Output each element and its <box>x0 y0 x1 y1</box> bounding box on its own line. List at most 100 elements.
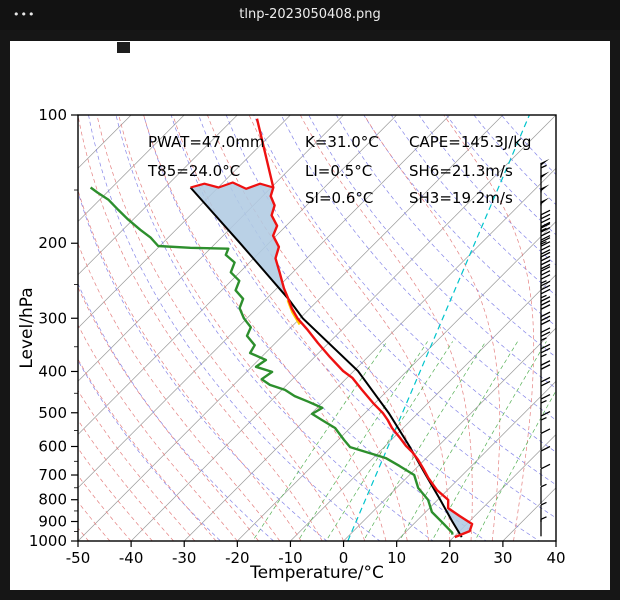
barb-full <box>540 221 551 228</box>
dry-adiabat-line <box>253 115 556 453</box>
moist-adiabat-line <box>78 389 196 541</box>
y-axis-title: Level/hPa <box>17 287 37 368</box>
isotherm-line <box>78 115 238 276</box>
wind-barb <box>540 327 551 350</box>
barb-full <box>540 347 551 354</box>
moist-adiabat-line <box>78 242 281 541</box>
dry-adiabat-line <box>78 282 275 541</box>
barb-pennant <box>541 197 550 205</box>
barb-full <box>540 266 551 272</box>
barb-full <box>540 284 551 291</box>
barb-pennant <box>541 184 550 192</box>
wind-barb <box>540 343 551 366</box>
menu-dots-icon[interactable]: ••• <box>13 8 36 21</box>
dry-adiabat-line <box>78 359 222 541</box>
moist-adiabat-line <box>78 419 174 541</box>
k-index-value: K=31.0°C <box>305 133 379 151</box>
barb-full <box>540 319 551 326</box>
dry-adiabat-line <box>198 115 556 519</box>
special-cyan-line <box>347 115 530 541</box>
chart-labels: PWAT=47.0mm T85=24.0°C K=31.0°C LI=0.5°C… <box>17 133 531 583</box>
barb-full <box>540 428 551 435</box>
isotherm-line <box>555 540 556 541</box>
isotherm-line <box>78 115 185 222</box>
barb-half <box>540 227 547 232</box>
wind-barb <box>540 393 551 417</box>
dry-adiabat-line <box>88 115 381 541</box>
wind-barb <box>540 311 551 334</box>
isotherm-line <box>343 327 556 541</box>
wind-barb <box>540 428 551 451</box>
wind-barb <box>540 360 551 383</box>
wind-barb <box>540 266 551 289</box>
moist-adiabat-line <box>118 115 366 541</box>
generated-chart-layer: -50 -40 -30 -20 -10 0 10 20 30 40 100 200 300 400 500 6… <box>29 106 566 567</box>
image-panel: -50 -40 -30 -20 -10 0 10 20 30 40 100 200 300 400 500 6… <box>10 41 610 590</box>
dry-adiabat-line <box>170 115 540 541</box>
y-tick-label: 100 <box>38 106 67 124</box>
barb-half <box>540 483 547 488</box>
barb-half <box>540 280 547 284</box>
x-tick-label: 40 <box>546 549 565 567</box>
temperature-curve <box>255 118 474 539</box>
wind-barb <box>540 296 551 319</box>
barb-full <box>540 263 551 270</box>
barb-full <box>540 304 551 310</box>
barb-full <box>540 463 551 470</box>
barb-full <box>540 296 551 302</box>
barb-half <box>540 164 547 169</box>
y-tick-label: 400 <box>38 362 67 380</box>
y-tick-label: 800 <box>38 491 67 509</box>
wind-barb <box>540 376 551 399</box>
plot-border <box>77 114 557 542</box>
mixing-ratio-line <box>474 390 556 541</box>
barb-full <box>540 300 551 306</box>
moist-adiabat-line <box>78 324 238 541</box>
y-tick-label: 900 <box>38 513 67 531</box>
barb-full <box>540 288 551 295</box>
x-tick-label: -10 <box>278 549 303 567</box>
dry-adiabat-line <box>391 115 556 296</box>
mixing-ratio-line <box>325 341 453 541</box>
moist-adiabat-line <box>363 115 501 541</box>
isotherm-line <box>290 274 556 541</box>
barb-half <box>540 516 547 520</box>
isotherm-line <box>449 434 556 541</box>
x-tick-label: 10 <box>387 549 406 567</box>
skewt-chart: -50 -40 -30 -20 -10 0 10 20 30 40 100 200 300 400 500 6… <box>17 106 566 583</box>
moist-adiabat-line <box>443 115 535 541</box>
dewpoint-curve <box>89 186 454 535</box>
barb-full <box>540 226 551 233</box>
wind-barb <box>540 237 551 260</box>
mixing-ratio-line <box>362 341 487 541</box>
dry-adiabat-line <box>446 115 556 236</box>
x-axis-title: Temperature/°C <box>249 563 384 583</box>
barb-full <box>540 343 551 350</box>
wind-barb <box>540 483 547 504</box>
barb-full <box>540 445 551 452</box>
isotherm-line <box>183 167 556 541</box>
barb-full <box>540 280 551 287</box>
barb-full <box>540 315 551 322</box>
moist-adiabat-line <box>299 115 473 541</box>
mixing-ratio-line <box>297 341 428 541</box>
dry-adiabat-line <box>308 115 556 389</box>
barb-half <box>540 501 547 506</box>
x-tick-label: 30 <box>493 549 512 567</box>
x-tick-label: -50 <box>66 549 91 567</box>
wind-barb <box>540 209 551 232</box>
barb-full <box>540 245 551 251</box>
barb-full <box>540 237 551 243</box>
barb-full <box>540 213 551 220</box>
barb-full <box>540 259 551 266</box>
barb-half <box>540 337 547 341</box>
barb-full <box>540 217 551 224</box>
mixing-ratio-line <box>398 341 518 541</box>
moist-adiabat-line <box>143 115 387 541</box>
parcel-curve <box>189 186 463 538</box>
x-tick-label: 0 <box>339 549 349 567</box>
grid-layer <box>78 115 556 541</box>
barb-full <box>540 230 551 237</box>
titlebar[interactable]: ••• tlnp-2023050408.png <box>0 0 620 30</box>
isotherm-line <box>237 221 556 541</box>
